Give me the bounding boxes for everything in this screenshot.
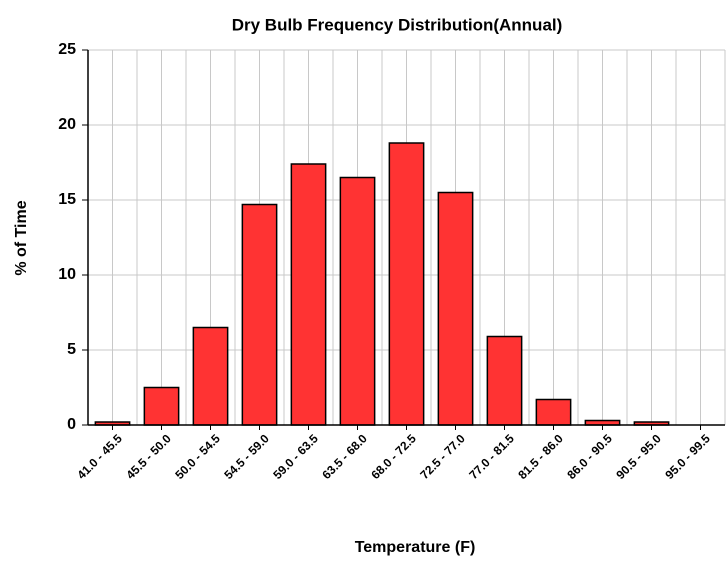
x-tick-label: 41.0 - 45.5 (74, 431, 125, 482)
x-tick-label: 59.0 - 63.5 (270, 431, 321, 482)
y-tick-label: 10 (58, 266, 76, 283)
y-tick-label: 0 (67, 416, 76, 433)
bar (437, 191, 474, 426)
bar (486, 335, 523, 426)
bar (192, 326, 229, 426)
y-axis-label: % of Time (13, 200, 30, 275)
x-tick-label: 90.5 - 95.0 (613, 431, 664, 482)
bar (290, 163, 327, 426)
x-tick-label: 95.0 - 99.5 (662, 431, 713, 482)
x-tick-label: 63.5 - 68.0 (319, 431, 370, 482)
bar (241, 203, 278, 426)
bar (388, 142, 425, 426)
x-tick-label: 72.5 - 77.0 (417, 431, 468, 482)
y-tick-label: 15 (58, 191, 76, 208)
x-tick-label: 86.0 - 90.5 (564, 431, 615, 482)
y-tick-label: 5 (67, 341, 76, 358)
x-axis-label: Temperature (F) (355, 539, 476, 556)
x-tick-label: 54.5 - 59.0 (221, 431, 272, 482)
y-tick-label: 25 (58, 41, 76, 58)
x-tick-label: 50.0 - 54.5 (172, 431, 223, 482)
chart-title: Dry Bulb Frequency Distribution(Annual) (232, 15, 563, 34)
bar (339, 176, 376, 426)
bar (143, 386, 180, 426)
bar (535, 398, 572, 426)
x-tick-label: 81.5 - 86.0 (515, 431, 566, 482)
x-tick-label: 77.0 - 81.5 (466, 431, 517, 482)
x-tick-label: 68.0 - 72.5 (368, 431, 419, 482)
y-tick-label: 20 (58, 116, 76, 133)
x-tick-label: 45.5 - 50.0 (123, 431, 174, 482)
